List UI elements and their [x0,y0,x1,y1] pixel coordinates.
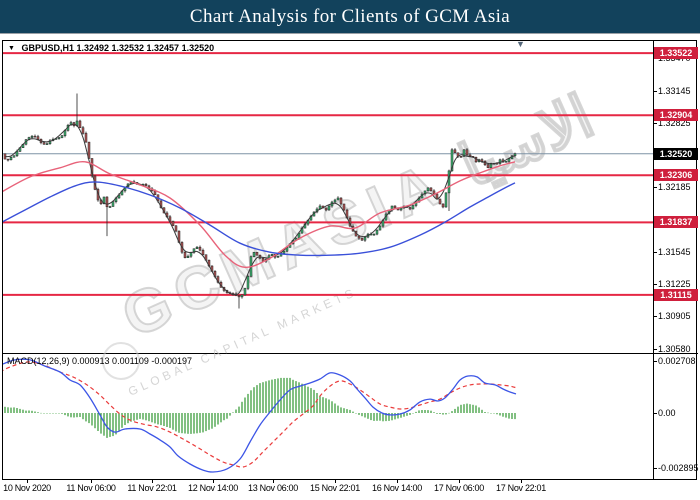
price-axis-label: 1.32825 [658,118,691,129]
price-axis-tick [653,123,657,125]
price-axis-label: 1.30580 [658,343,691,354]
price-axis-tick [653,91,657,92]
macd-axis-label: -0.002895 [658,463,699,474]
price-axis-tick [653,251,657,253]
scroll-to-end-icon[interactable]: ▼ [516,39,525,49]
time-axis-label: 16 Nov 14:00 [372,483,422,493]
macd-axis-label: 0.002708 [658,356,696,367]
price-axis-tick [653,348,657,350]
close-ma-line [4,123,516,296]
price-level-badge: 1.31115 [654,288,698,301]
time-axis-tick [213,479,214,483]
time-axis-tick [273,479,274,483]
time-axis-label: 17 Nov 06:00 [434,483,484,493]
indicator-label: MACD(12,26,9) 0.000913 0.001109 -0.00019… [7,356,192,366]
symbol-header: ▼ GBPUSD,H1 1.32492 1.32532 1.32457 1.32… [8,43,214,53]
ma-fast-line [3,160,516,269]
time-axis-label: 10 Nov 2020 [3,483,51,493]
time-axis-label: 17 Nov 22:01 [496,483,546,493]
time-axis-label: 13 Nov 06:00 [248,483,298,493]
price-axis[interactable]: 1.334701.331451.328251.321851.315451.312… [653,40,700,480]
price-level-badge: 1.32904 [654,109,698,122]
time-axis-tick [27,479,28,483]
price-level-badge: 1.32306 [654,169,698,182]
symbol-ohlc-text: GBPUSD,H1 1.32492 1.32532 1.32457 1.3252… [21,43,215,53]
price-level-badge: 1.33522 [654,47,698,60]
price-axis-label: 1.30905 [658,311,691,321]
time-axis-tick [521,479,522,483]
macd-svg[interactable] [3,354,653,480]
time-axis-label: 11 Nov 06:00 [66,483,116,493]
time-axis-tick [91,479,92,483]
candlesticks [3,93,517,309]
time-axis-tick [152,479,153,483]
price-axis-label: 1.31225 [658,278,691,289]
time-axis-label: 12 Nov 14:00 [188,483,238,493]
macd-axis-tick [653,361,657,363]
macd-main-line [3,358,517,473]
page-title: Chart Analysis for Clients of GCM Asia [189,5,511,27]
time-axis[interactable]: 10 Nov 2020 11 Nov 06:00 11 Nov 22:01 12 No… [0,479,700,499]
price-axis-label: 1.31545 [658,246,691,257]
time-axis-tick [335,479,336,483]
price-chart-pane[interactable] [3,41,653,353]
time-axis-label: 15 Nov 22:01 [310,483,360,493]
macd-signal-line [3,361,518,468]
price-axis-label: 1.32185 [658,182,691,193]
title-bar: Chart Analysis for Clients of GCM Asia [0,0,700,34]
price-axis-tick [653,283,657,285]
macd-axis-tick [653,468,657,470]
macd-axis-label: 0.00 [658,408,676,418]
symbol-dropdown-icon[interactable]: ▼ [8,45,15,52]
price-axis-tick [653,316,657,317]
time-axis-tick [459,479,460,483]
time-axis-tick [397,479,398,483]
pane-divider[interactable] [2,353,698,354]
price-level-badge: 1.31837 [654,216,698,229]
ma-slow-line [3,181,516,257]
price-axis-tick [653,187,657,189]
current-price-badge: 1.32520 [654,147,698,160]
chart-frame [2,40,697,480]
axis-divider [653,40,654,480]
macd-axis-tick [653,413,657,414]
time-axis-label: 11 Nov 22:01 [127,483,177,493]
macd-indicator-pane[interactable] [3,354,653,480]
price-axis-label: 1.33145 [658,86,691,96]
price-chart-svg[interactable] [3,41,653,353]
